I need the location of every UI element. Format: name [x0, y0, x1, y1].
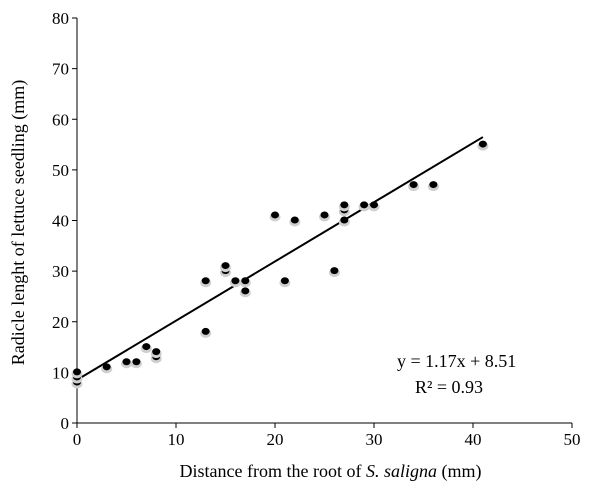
x-tick-label: 30 — [366, 430, 383, 449]
data-point — [338, 216, 350, 227]
data-point — [130, 358, 142, 369]
data-point-marker — [429, 181, 438, 189]
data-point-marker — [241, 277, 250, 285]
data-point-marker — [360, 201, 369, 209]
data-point-marker — [370, 201, 378, 209]
data-point — [121, 358, 132, 369]
data-point — [319, 211, 330, 222]
y-tick-label: 10 — [52, 363, 69, 382]
x-tick-label: 40 — [465, 430, 482, 449]
y-tick-label: 80 — [52, 9, 69, 28]
data-point-marker — [221, 262, 230, 270]
y-axis-title: Radicle lenght of lettuce seedling (mm) — [8, 80, 29, 365]
data-point-marker — [132, 358, 141, 366]
x-tick-label: 20 — [267, 430, 284, 449]
y-tick-label: 50 — [52, 161, 69, 180]
x-axis-title: Distance from the root of S. saligna (mm… — [180, 461, 482, 482]
data-point-marker — [201, 327, 210, 335]
data-point-marker — [290, 216, 299, 224]
data-point-marker — [340, 216, 349, 224]
data-point — [150, 348, 162, 359]
data-point-marker — [340, 201, 349, 209]
data-point — [328, 267, 340, 278]
x-tick-label: 10 — [168, 430, 185, 449]
y-tick-label: 60 — [52, 110, 69, 129]
data-point-marker — [231, 277, 240, 285]
data-point — [71, 368, 83, 379]
y-tick-label: 70 — [52, 60, 69, 79]
data-point-marker — [201, 277, 210, 285]
data-point-marker — [320, 211, 329, 219]
data-point-marker — [152, 348, 161, 356]
data-point — [200, 277, 212, 288]
data-point — [200, 327, 212, 338]
data-point — [239, 277, 251, 288]
data-point — [220, 262, 231, 273]
data-point — [101, 363, 113, 374]
x-ticks: 0 10 20 30 40 50 — [73, 423, 581, 449]
x-tick-label: 50 — [564, 430, 581, 449]
y-tick-label: 20 — [52, 313, 69, 332]
data-point-marker — [122, 358, 131, 366]
data-point-marker — [330, 267, 339, 275]
y-tick-label: 0 — [61, 414, 70, 433]
data-points — [71, 140, 489, 389]
data-point-marker — [73, 368, 81, 376]
data-point-marker — [241, 287, 250, 295]
data-point-marker — [271, 211, 279, 219]
trendline — [76, 136, 484, 381]
data-point — [427, 181, 439, 192]
data-point — [368, 201, 380, 212]
data-point — [338, 201, 350, 212]
y-ticks: 0 10 20 30 40 50 60 70 80 — [52, 9, 77, 433]
x-axis-title-italic-part: S. saligna — [366, 461, 437, 481]
y-tick-label: 40 — [52, 212, 69, 231]
data-point — [239, 287, 251, 298]
trendline-equation: y = 1.17x + 8.51 — [397, 351, 516, 371]
data-point-marker — [478, 140, 487, 148]
data-point-marker — [409, 181, 418, 189]
data-point — [229, 277, 241, 288]
data-point-marker — [102, 363, 111, 371]
data-point-marker — [142, 343, 151, 351]
data-point — [477, 140, 489, 151]
data-point — [289, 216, 301, 227]
x-axis-title-part-3: (mm) — [437, 461, 482, 482]
data-point-marker — [280, 277, 289, 285]
y-tick-label: 30 — [52, 262, 69, 281]
x-axis-title-part-1: Distance from the root of — [180, 461, 366, 481]
data-point — [140, 343, 152, 354]
data-point — [408, 181, 420, 192]
x-tick-label: 0 — [73, 430, 82, 449]
data-point — [269, 211, 281, 222]
data-point — [279, 277, 291, 288]
r-squared-label: R² = 0.93 — [415, 377, 483, 397]
data-point — [358, 201, 370, 212]
